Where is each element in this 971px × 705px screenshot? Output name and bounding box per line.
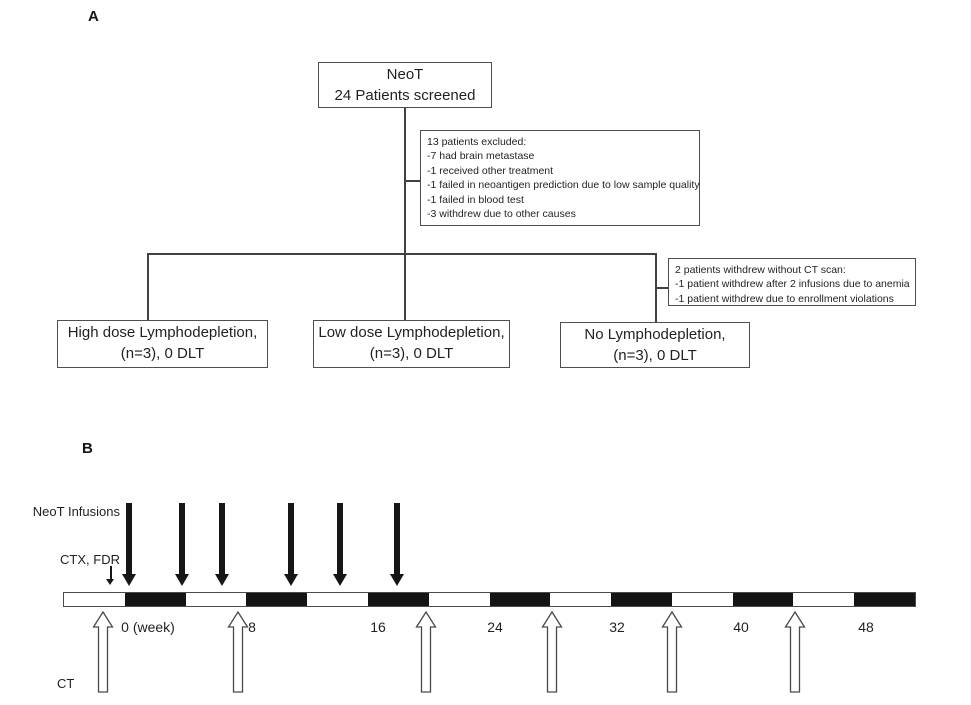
arm-box-line2: (n=3), 0 DLT xyxy=(369,345,454,362)
ct-scan-arrow xyxy=(227,610,249,693)
arm-box-line1: No Lymphodepletion, xyxy=(584,326,726,343)
neot-infusion-arrow-shaft xyxy=(288,503,294,574)
panel-a-label: A xyxy=(88,8,99,25)
ct-scan-arrow xyxy=(661,610,683,693)
neot-infusion-arrow xyxy=(122,503,136,586)
withdraw-item: -1 patient withdrew due to enrollment vi… xyxy=(675,292,894,305)
screening-box: NeoT 24 Patients screened xyxy=(318,62,492,108)
timeline-black-segment xyxy=(367,593,429,606)
neot-infusion-arrow-head xyxy=(122,574,136,586)
connector-split-horizontal-line xyxy=(147,253,656,255)
neot-infusion-arrow-head xyxy=(284,574,298,586)
neot-infusion-arrow-head xyxy=(333,574,347,586)
neot-infusion-arrow-shaft xyxy=(126,503,132,574)
week-axis-label: 48 xyxy=(858,619,874,635)
arm-box-low-dose: Low dose Lymphodepletion, (n=3), 0 DLT xyxy=(313,320,510,368)
exclusion-item: -1 received other treatment xyxy=(427,164,554,177)
panel-b-label: B xyxy=(82,440,93,457)
ctx-fdr-arrow-shaft xyxy=(109,566,112,579)
arm-box-line1: Low dose Lymphodepletion, xyxy=(318,324,505,341)
arm-box-line2: (n=3), 0 DLT xyxy=(120,345,205,362)
ctx-fdr-arrow-head xyxy=(106,579,114,585)
neot-infusion-arrow-shaft xyxy=(219,503,225,574)
exclusion-item: -7 had brain metastase xyxy=(427,150,535,163)
timeline-black-segment xyxy=(732,593,794,606)
neot-infusion-arrow xyxy=(175,503,189,586)
timeline-bar xyxy=(63,592,916,607)
week-axis-label: 0 (week) xyxy=(121,619,175,635)
exclusion-item: -1 failed in neoantigen prediction due t… xyxy=(427,179,700,192)
timeline-black-segment xyxy=(854,593,915,606)
exclusion-box: 13 patients excluded: -7 had brain metas… xyxy=(420,130,700,226)
week-axis-label: 40 xyxy=(733,619,749,635)
screening-box-line1: NeoT xyxy=(386,66,424,83)
timeline-white-segment xyxy=(429,593,490,606)
ct-scan-arrow xyxy=(541,610,563,693)
neot-infusion-arrow-head xyxy=(215,574,229,586)
week-axis-label: 24 xyxy=(487,619,503,635)
connector-screening-vertical-line xyxy=(404,108,406,320)
ct-scan-arrow xyxy=(784,610,806,693)
connector-arm-high-vertical-line xyxy=(147,253,149,320)
timeline-white-segment xyxy=(186,593,247,606)
withdraw-box: 2 patients withdrew without CT scan: -1 … xyxy=(668,258,916,306)
week-axis-label: 16 xyxy=(370,619,386,635)
arm-box-no-lymphodepletion: No Lymphodepletion, (n=3), 0 DLT xyxy=(560,322,750,368)
withdraw-box-title: 2 patients withdrew without CT scan: xyxy=(675,264,846,276)
neot-infusions-label: NeoT Infusions xyxy=(32,504,120,519)
neot-infusion-arrow xyxy=(333,503,347,586)
ctx-fdr-label: CTX, FDR xyxy=(60,552,120,567)
timeline-white-segment xyxy=(793,593,854,606)
ct-label: CT xyxy=(57,676,75,691)
connector-exclusion-stub-line xyxy=(404,180,420,182)
neot-infusion-arrow-shaft xyxy=(179,503,185,574)
timeline-white-segment xyxy=(64,593,125,606)
neot-infusion-arrow xyxy=(215,503,229,586)
week-axis-label: 8 xyxy=(248,619,256,635)
connector-withdraw-stub-line xyxy=(655,287,668,289)
exclusion-item: -1 failed in blood test xyxy=(427,193,524,206)
ct-scan-arrow xyxy=(415,610,437,693)
withdraw-item: -1 patient withdrew after 2 infusions du… xyxy=(675,278,910,291)
timeline-black-segment xyxy=(489,593,551,606)
arm-box-line2: (n=3), 0 DLT xyxy=(613,347,697,364)
timeline-white-segment xyxy=(672,593,733,606)
exclusion-item: -3 withdrew due to other causes xyxy=(427,208,576,221)
screening-box-line2: 24 Patients screened xyxy=(334,87,476,104)
neot-infusion-arrow xyxy=(390,503,404,586)
neot-infusion-arrow-head xyxy=(175,574,189,586)
neot-infusion-arrow xyxy=(284,503,298,586)
exclusion-box-title: 13 patients excluded: xyxy=(427,136,527,148)
timeline-white-segment xyxy=(307,593,368,606)
week-axis-label: 32 xyxy=(609,619,625,635)
ctx-fdr-arrow xyxy=(106,566,115,585)
neot-infusion-arrow-shaft xyxy=(394,503,400,574)
arm-box-high-dose: High dose Lymphodepletion, (n=3), 0 DLT xyxy=(57,320,268,368)
timeline-black-segment xyxy=(246,593,308,606)
ct-scan-arrow xyxy=(92,610,114,693)
neot-infusion-arrow-shaft xyxy=(337,503,343,574)
timeline-black-segment xyxy=(611,593,672,606)
timeline-white-segment xyxy=(550,593,611,606)
timeline-black-segment xyxy=(124,593,186,606)
arm-box-line1: High dose Lymphodepletion, xyxy=(67,324,258,341)
neot-infusion-arrow-head xyxy=(390,574,404,586)
